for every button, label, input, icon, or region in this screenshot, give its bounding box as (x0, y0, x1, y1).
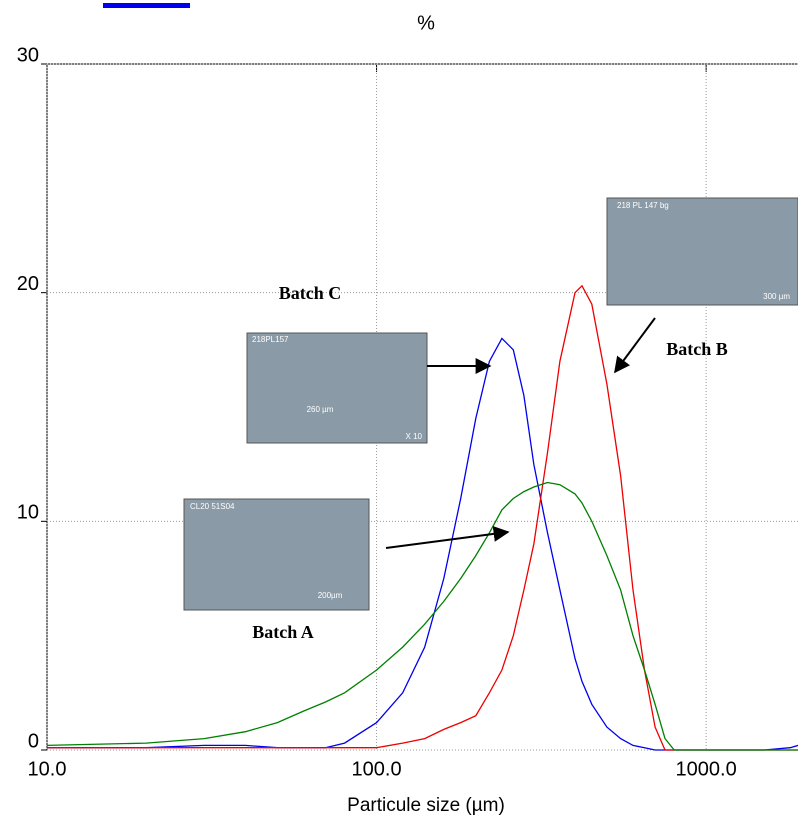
photo-caption: 218PL157 (252, 335, 289, 344)
photo-caption: X 10 (406, 432, 423, 441)
series-label: Batch A (252, 622, 314, 642)
series-label: Batch C (279, 283, 342, 303)
arrow (614, 317, 656, 374)
photo-caption: 300 µm (763, 292, 790, 301)
photo (606, 197, 798, 306)
photo-caption: CL20 51S04 (190, 502, 235, 511)
x-tick-label: 10.0 (28, 758, 67, 780)
arrow (385, 525, 510, 549)
y-tick-label: 20 (17, 273, 39, 295)
photo-caption: 260 µm (307, 405, 334, 414)
grid: 0 10 20 30 10.0 100.0 1000.0 (17, 44, 798, 780)
legend-swatch (103, 3, 190, 8)
annotations: Batch C 218PL157 260 µm X 10 Batch B 218 PL 1… (183, 197, 798, 642)
photo-caption: 200µm (318, 591, 343, 600)
lines (46, 284, 798, 751)
chart-title: % (417, 12, 435, 34)
photo (183, 498, 370, 611)
photo-caption: 218 PL 147 bg (617, 201, 669, 210)
y-tick-label: 10 (17, 502, 39, 524)
x-tick-label: 1000.0 (676, 758, 737, 780)
y-tick-label: 30 (17, 44, 39, 66)
series-line (47, 284, 798, 751)
x-tick-label: 100.0 (352, 758, 402, 780)
series-line (46, 481, 798, 751)
x-axis-label: Particule size (µm) (347, 795, 505, 816)
photo (246, 332, 428, 444)
series-label: Batch B (666, 339, 728, 359)
y-tick-label: 0 (28, 730, 39, 752)
